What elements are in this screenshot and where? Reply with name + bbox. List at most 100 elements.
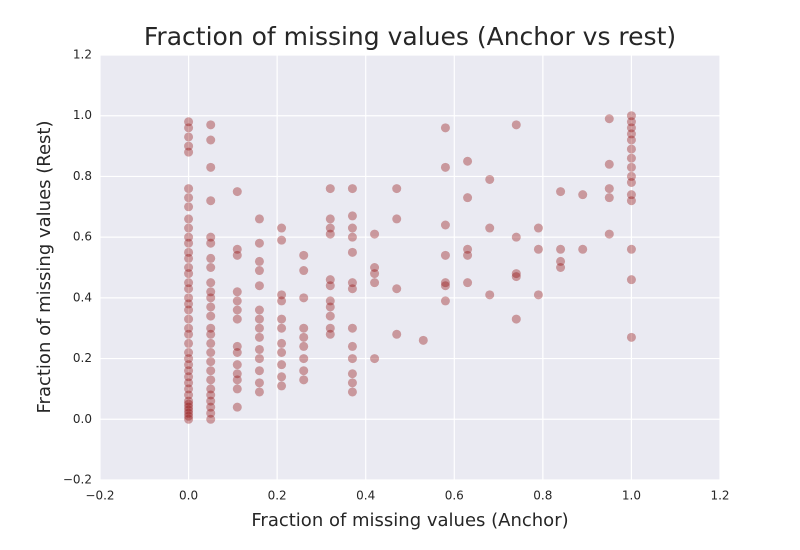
point	[485, 290, 495, 300]
point	[370, 229, 380, 239]
point	[184, 223, 194, 233]
point	[184, 378, 194, 388]
point	[254, 387, 264, 397]
point	[206, 196, 216, 206]
y-tick-label: 1.2	[73, 48, 92, 62]
point	[184, 263, 194, 272]
point	[440, 220, 450, 230]
point	[184, 132, 194, 142]
point	[184, 402, 194, 412]
point	[463, 156, 473, 166]
point	[325, 281, 335, 291]
point	[232, 402, 242, 412]
point	[325, 311, 335, 321]
point	[370, 354, 380, 364]
point	[626, 129, 636, 139]
point	[184, 338, 194, 348]
point	[184, 360, 194, 370]
point	[254, 266, 264, 276]
point	[604, 184, 614, 194]
y-axis-label: Fraction of missing values (Rest)	[34, 120, 55, 413]
point	[206, 384, 216, 394]
point	[485, 174, 495, 184]
point	[254, 332, 264, 342]
point	[277, 223, 287, 233]
point	[206, 162, 216, 172]
point	[184, 354, 194, 364]
point	[232, 384, 242, 394]
point	[254, 256, 264, 266]
point	[184, 293, 194, 303]
point	[299, 375, 309, 385]
point	[626, 111, 636, 121]
point	[440, 250, 450, 260]
point	[254, 238, 264, 248]
point	[184, 123, 194, 133]
point	[347, 323, 357, 333]
point	[347, 278, 357, 288]
point	[440, 123, 450, 133]
point	[325, 184, 335, 194]
point	[511, 269, 521, 279]
point	[392, 214, 402, 224]
point	[184, 184, 194, 194]
point	[418, 335, 428, 345]
point	[184, 390, 194, 400]
point	[184, 193, 194, 203]
point	[206, 357, 216, 367]
x-tick-label: 1.0	[622, 489, 641, 503]
point	[277, 296, 287, 306]
point	[254, 354, 264, 364]
point	[254, 366, 264, 376]
point	[347, 387, 357, 397]
point	[206, 253, 216, 263]
point	[347, 284, 357, 294]
point	[325, 329, 335, 339]
point	[370, 269, 380, 279]
point	[232, 305, 242, 315]
point	[254, 281, 264, 291]
point	[626, 144, 636, 154]
point	[299, 366, 309, 376]
point	[347, 232, 357, 242]
point	[485, 223, 495, 233]
point	[184, 269, 194, 279]
point	[206, 408, 216, 418]
point	[578, 244, 588, 254]
point	[184, 396, 194, 406]
point	[184, 399, 194, 409]
point	[325, 275, 335, 285]
point	[184, 323, 194, 333]
point	[533, 244, 543, 254]
point	[232, 348, 242, 357]
point	[604, 159, 614, 169]
point	[206, 366, 216, 376]
point	[184, 284, 194, 294]
point	[277, 348, 287, 357]
point	[347, 369, 357, 379]
point	[232, 187, 242, 197]
point	[440, 296, 450, 306]
y-tick-label: 1.0	[73, 108, 92, 122]
point	[299, 354, 309, 364]
point	[626, 171, 636, 181]
point	[184, 147, 194, 157]
y-tick-label: −0.2	[63, 473, 92, 487]
point	[254, 305, 264, 315]
point	[392, 184, 402, 194]
point	[533, 223, 543, 233]
point	[325, 323, 335, 333]
point	[299, 332, 309, 342]
point	[604, 193, 614, 203]
point	[184, 366, 194, 376]
chart-title: Fraction of missing values (Anchor vs re…	[144, 22, 676, 51]
point	[232, 341, 242, 351]
point	[254, 314, 264, 324]
point	[184, 414, 194, 424]
point	[206, 238, 216, 248]
point	[232, 244, 242, 254]
point	[184, 305, 194, 315]
point	[206, 287, 216, 297]
point	[277, 372, 287, 382]
